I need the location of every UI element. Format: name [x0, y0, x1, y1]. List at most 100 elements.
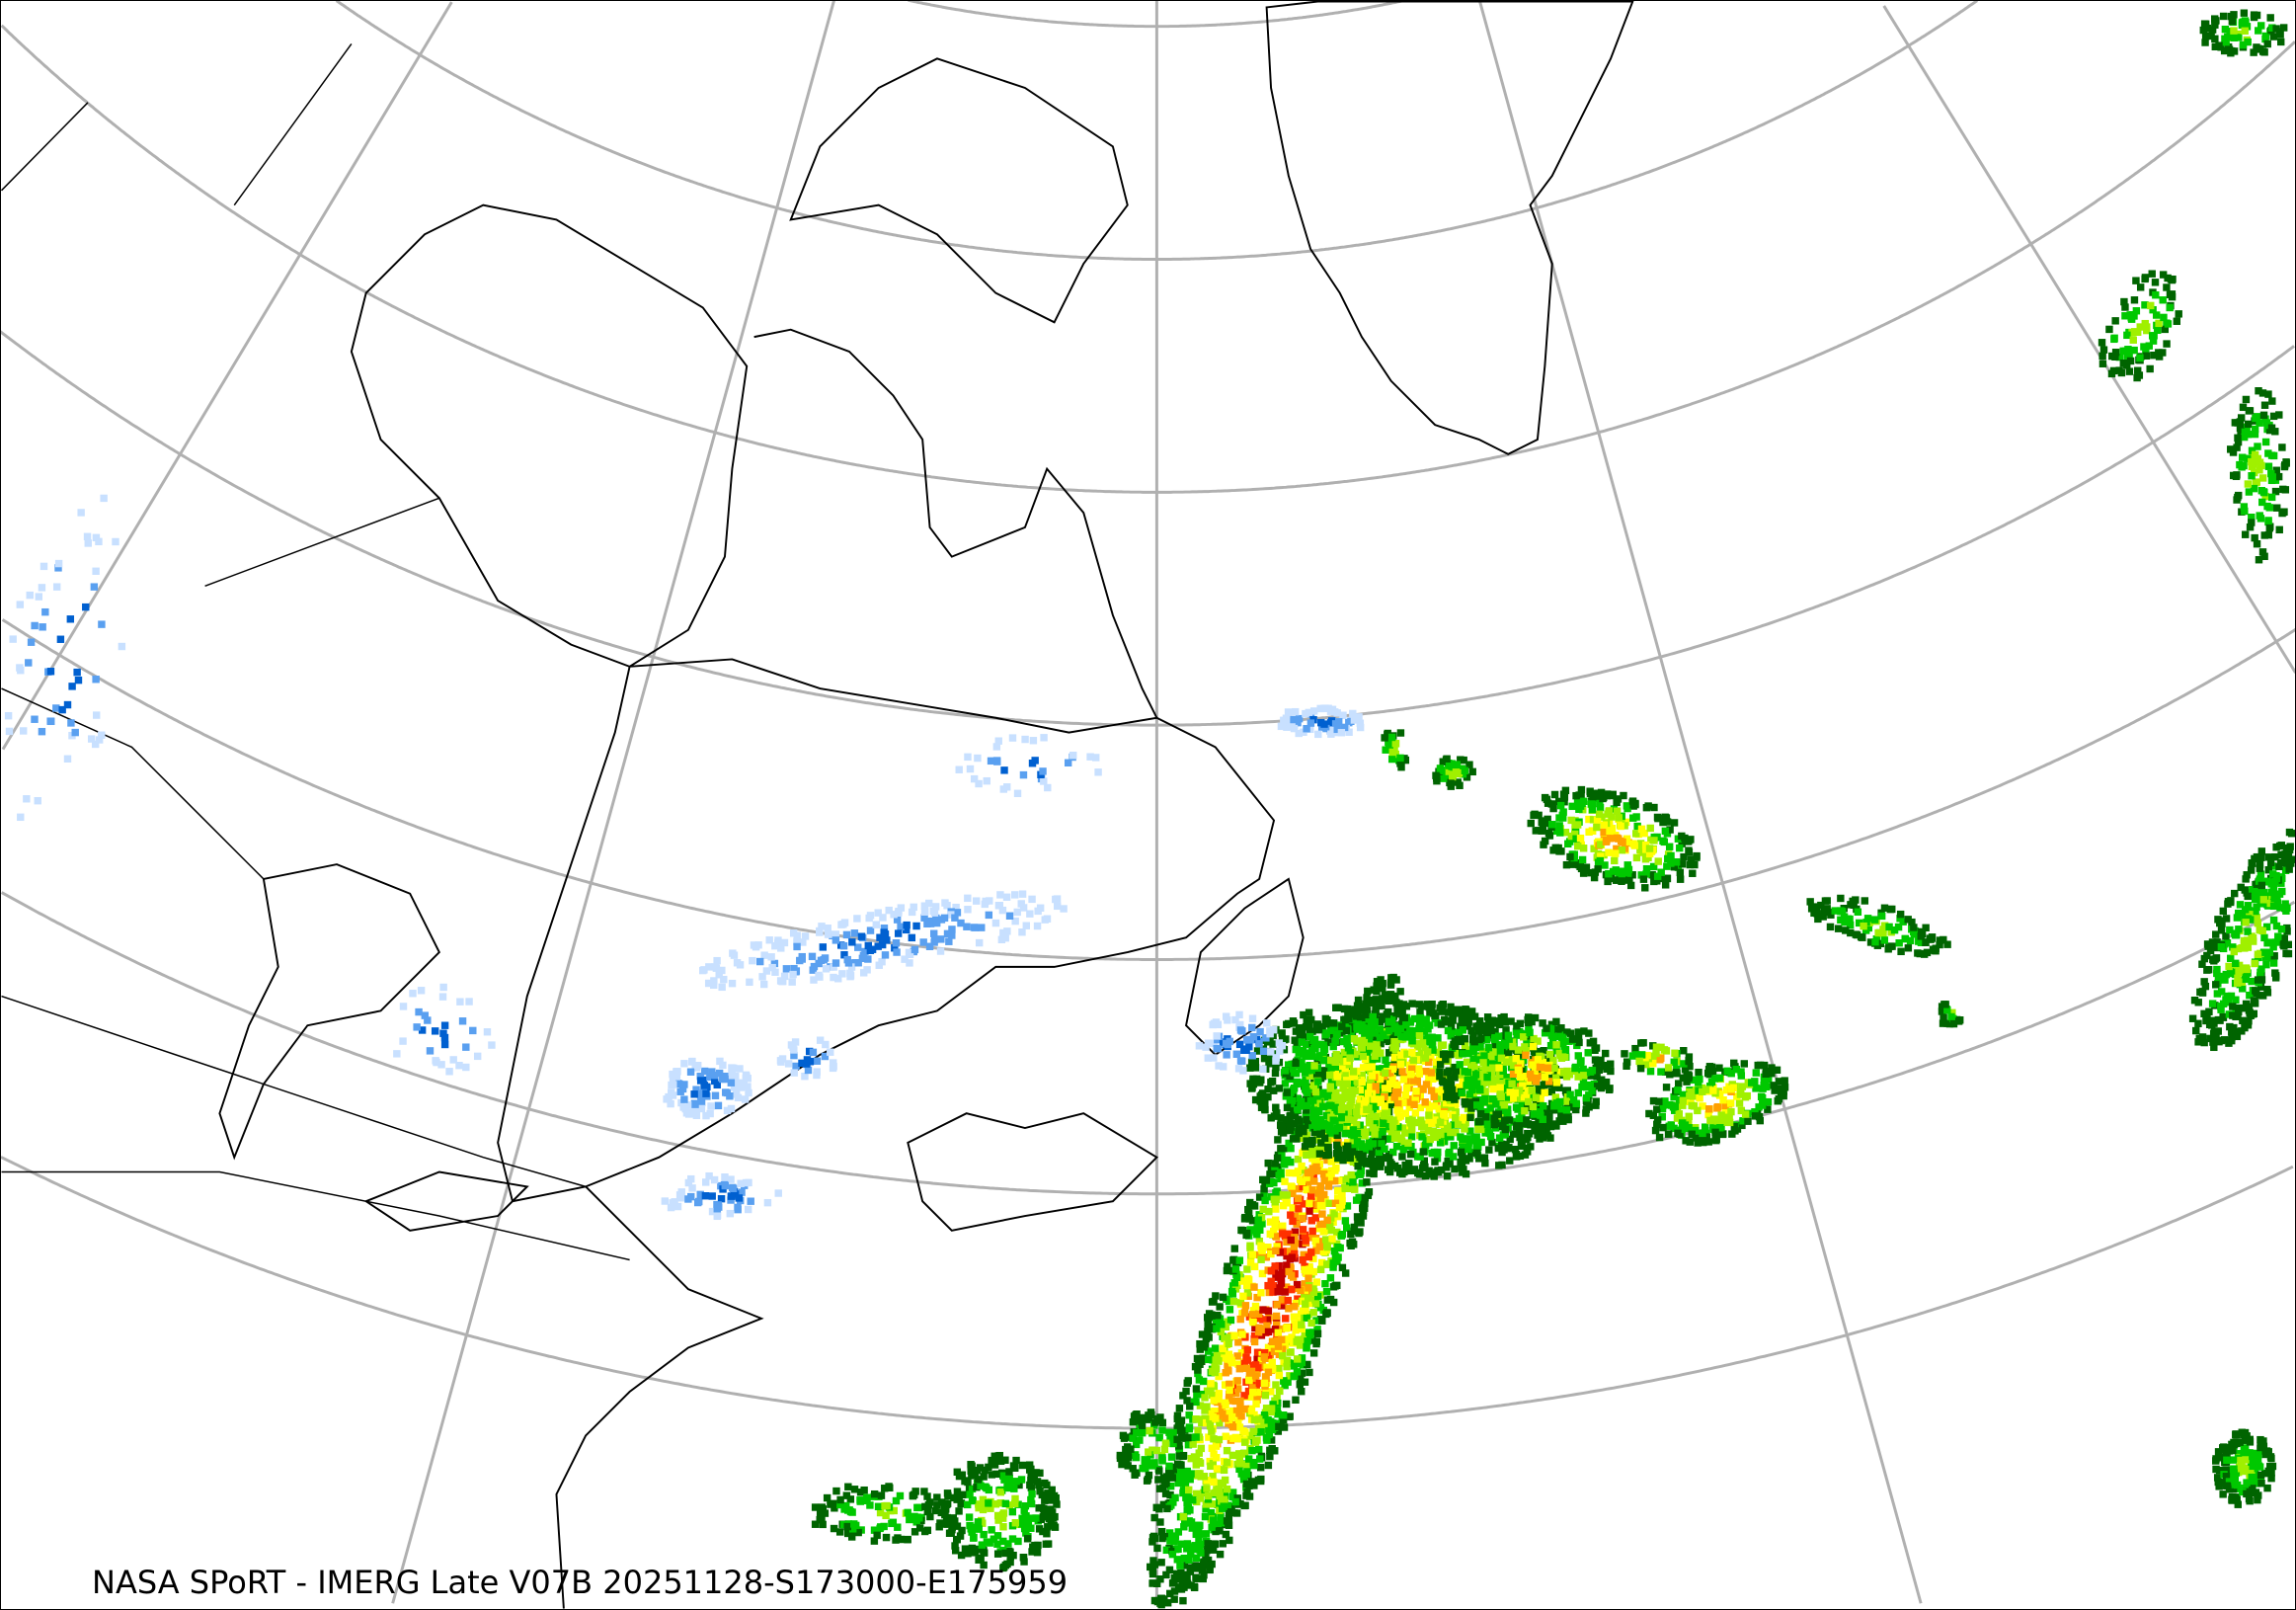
precip-cell — [1299, 1307, 1307, 1315]
precip-cell — [1183, 1397, 1191, 1405]
precip-cell — [1187, 1454, 1195, 1463]
precip-cell — [1403, 1050, 1411, 1058]
precip-cell — [1399, 1098, 1407, 1107]
precip-cell — [1609, 791, 1617, 800]
precip-cell — [1306, 1368, 1313, 1377]
precip-cell — [2267, 469, 2275, 478]
precip-cell — [1317, 1139, 1325, 1147]
precip-cell — [1177, 1540, 1186, 1548]
precip-cell — [2236, 424, 2245, 433]
precip-cell — [2141, 274, 2150, 282]
precip-cell — [1216, 1527, 1224, 1535]
precip-cell — [1408, 1048, 1416, 1057]
precip-cell — [1339, 1037, 1348, 1046]
precip-cell — [1260, 1419, 1268, 1427]
precip-cell — [1271, 1069, 1280, 1078]
precip-cell — [1454, 1006, 1463, 1014]
precip-cell — [1225, 1339, 1232, 1348]
precip-cell — [1209, 1473, 1217, 1481]
precip-cell — [2255, 27, 2262, 35]
precip-cell — [1280, 1191, 1288, 1199]
precip-cell — [1549, 846, 1557, 854]
precip-cell — [1752, 1085, 1760, 1092]
precip-cell — [2259, 896, 2268, 904]
precip-cell — [1313, 1020, 1321, 1028]
precip-cell — [1365, 1143, 1373, 1151]
precip-cell — [1582, 1109, 1590, 1117]
precip-cell — [1463, 1058, 1471, 1067]
precip-cell — [1531, 1127, 1539, 1135]
precip-cell — [1281, 1231, 1289, 1240]
precip-cell — [1174, 1479, 1182, 1488]
precip-cell — [1498, 1148, 1506, 1157]
precip-cell — [1458, 1020, 1466, 1028]
precip-cell — [1376, 1156, 1384, 1164]
precip-cell — [1316, 1201, 1325, 1210]
precip-cell — [1261, 1097, 1269, 1106]
precip-cell — [1277, 1174, 1285, 1183]
precip-cell — [1544, 1078, 1553, 1086]
precip-cell — [1418, 1122, 1426, 1131]
precip-cell — [1212, 1414, 1220, 1422]
precip-cell — [1649, 862, 1658, 871]
precip-cell — [1469, 1043, 1478, 1051]
precip-cell — [1331, 1065, 1339, 1073]
precip-cell — [1500, 1116, 1509, 1124]
precip-cell — [1860, 922, 1867, 930]
precip-cell — [1175, 1574, 1184, 1583]
precip-cell — [1203, 1387, 1212, 1395]
precip-cell — [1556, 801, 1565, 810]
precip-cell — [1722, 1086, 1731, 1094]
precip-cell — [2267, 424, 2276, 432]
precip-cell — [1607, 1060, 1615, 1068]
precip-cell — [2257, 881, 2266, 890]
precip-cell — [2215, 1037, 2223, 1046]
precip-cell — [1230, 1331, 1238, 1340]
precip-cell — [2243, 1479, 2251, 1487]
precip-cell — [1670, 819, 1679, 827]
precip-cell — [2244, 902, 2253, 910]
precip-cell — [1344, 1044, 1353, 1052]
precip-cell — [1722, 1113, 1730, 1121]
precip-cell — [2125, 367, 2134, 375]
precip-cell — [1412, 1051, 1421, 1060]
precip-cell — [1309, 1112, 1317, 1121]
precip-cell — [1207, 1408, 1216, 1415]
precip-cell — [1253, 1047, 1262, 1055]
precip-cell — [1194, 1426, 1202, 1435]
precip-cell — [1645, 849, 1654, 858]
precip-cell — [1346, 1079, 1355, 1087]
precip-cell — [2256, 992, 2263, 1000]
precip-cell — [1447, 1128, 1455, 1137]
precip-cell — [1344, 1129, 1352, 1138]
precip-cell — [2275, 525, 2283, 534]
precip-cell — [2245, 488, 2254, 496]
precip-cell — [2127, 315, 2136, 323]
hudson-bay-coast — [350, 203, 749, 668]
precip-cell — [1550, 790, 1559, 799]
precip-cell — [1775, 1078, 1783, 1086]
precip-cell — [1709, 1087, 1717, 1094]
precip-cell — [1904, 944, 1913, 952]
precip-cell — [1707, 1078, 1716, 1087]
precip-cell — [1204, 1328, 1212, 1335]
precip-cell — [1518, 1134, 1526, 1142]
precip-cell — [1686, 1097, 1694, 1106]
precip-cell — [1607, 835, 1615, 843]
precip-cell — [1320, 1134, 1329, 1142]
precip-cell — [1177, 1569, 1185, 1577]
precip-cell — [1222, 1401, 1229, 1409]
precip-cell — [1469, 1031, 1477, 1040]
precip-cell — [1915, 937, 1923, 945]
precip-cell — [1366, 1169, 1374, 1177]
precip-cell — [1382, 1056, 1389, 1064]
precip-cell — [1896, 910, 1905, 919]
precip-cell — [1837, 916, 1845, 924]
precip-cell — [1527, 1074, 1536, 1082]
precip-cell — [1228, 1492, 1236, 1501]
precip-cell — [1596, 790, 1604, 798]
precip-cell — [1894, 923, 1903, 931]
precip-cell — [1188, 1524, 1196, 1532]
precip-cell — [1192, 1461, 1200, 1469]
precip-cell — [1377, 1081, 1385, 1089]
